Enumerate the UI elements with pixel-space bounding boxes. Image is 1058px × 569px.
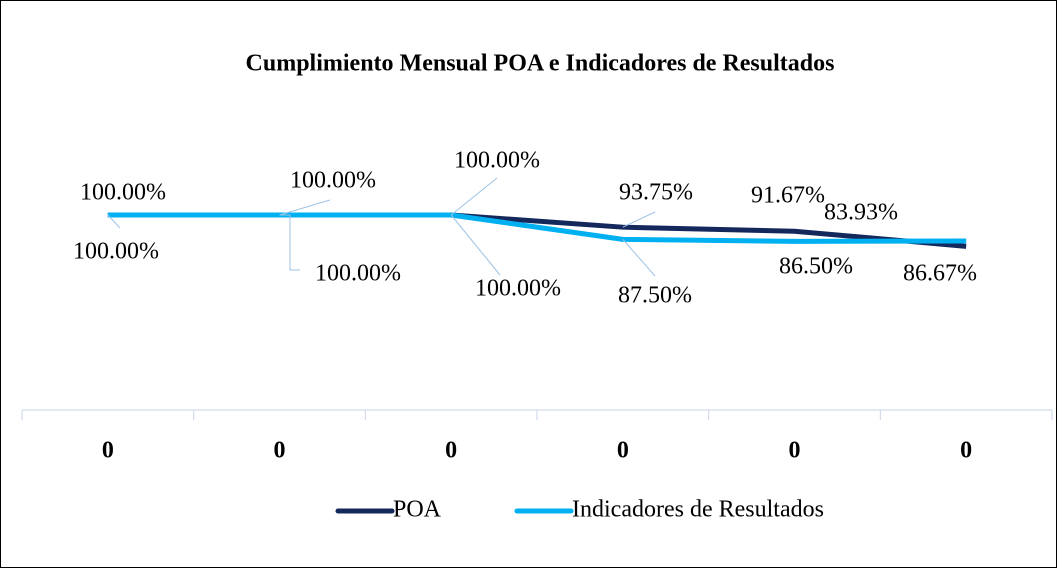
x-tick-label: 0 bbox=[617, 438, 629, 464]
data-label: 87.50% bbox=[618, 283, 692, 309]
data-label: 100.00% bbox=[80, 180, 166, 206]
x-tick-label: 0 bbox=[789, 438, 801, 464]
data-label: 100.00% bbox=[454, 148, 540, 174]
data-label: 100.00% bbox=[475, 276, 561, 302]
leader-line bbox=[622, 239, 656, 277]
data-label: 86.50% bbox=[779, 254, 853, 280]
line-series bbox=[107, 212, 967, 244]
leader-line bbox=[279, 214, 300, 271]
x-tick-label: 0 bbox=[102, 438, 114, 464]
leader-line bbox=[279, 199, 331, 216]
x-tick-label: 0 bbox=[274, 438, 286, 464]
leader-line bbox=[450, 214, 501, 276]
data-label: 100.00% bbox=[315, 261, 401, 287]
data-label: 100.00% bbox=[290, 168, 376, 194]
leader-line bbox=[622, 211, 656, 228]
leader-line bbox=[107, 214, 121, 229]
data-label: 83.93% bbox=[824, 200, 898, 226]
legend-label: POA bbox=[393, 497, 442, 523]
legend-label: Indicadores de Resultados bbox=[572, 497, 824, 523]
chart-title: Cumplimiento Mensual POA e Indicadores d… bbox=[246, 51, 835, 77]
x-tick-label: 0 bbox=[445, 438, 457, 464]
x-tick-label: 0 bbox=[960, 438, 972, 464]
data-label: 93.75% bbox=[619, 180, 693, 206]
data-label: 91.67% bbox=[751, 183, 825, 209]
leader-line bbox=[450, 177, 498, 216]
data-label: 100.00% bbox=[73, 239, 159, 265]
data-label: 86.67% bbox=[903, 261, 977, 287]
